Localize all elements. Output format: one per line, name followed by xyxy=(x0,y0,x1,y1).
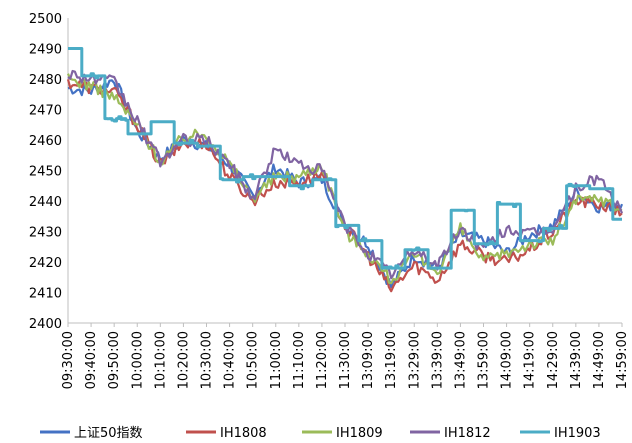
x-tick-label: 09:40:00 xyxy=(84,331,99,389)
x-tick-label: 13:39:00 xyxy=(430,331,445,389)
x-tick-label: 13:29:00 xyxy=(407,331,422,389)
x-tick-label: 14:29:00 xyxy=(546,331,561,389)
y-tick-label: 2460 xyxy=(29,134,62,149)
x-axis: 09:30:00 09:40:00 09:50:00 10:00:00 10:10:00… xyxy=(61,322,630,389)
x-tick-label: 13:09:00 xyxy=(361,331,376,389)
x-tick-label: 10:20:00 xyxy=(176,331,191,389)
y-tick-label: 2430 xyxy=(29,226,62,241)
series-line-4 xyxy=(67,69,624,280)
legend-label: 上证50指数 xyxy=(74,426,143,441)
x-tick-label: 10:30:00 xyxy=(200,331,215,389)
x-tick-label: 14:19:00 xyxy=(523,331,538,389)
series-line-1 xyxy=(67,79,624,289)
x-tick-label: 11:10:00 xyxy=(292,331,307,389)
series-line-3 xyxy=(66,73,623,285)
plot-area xyxy=(66,47,624,293)
y-tick-label: 2450 xyxy=(29,165,62,180)
y-tick-label: 2410 xyxy=(29,287,62,302)
x-tick-label: 14:39:00 xyxy=(569,331,584,389)
legend-label: IH1808 xyxy=(220,426,267,441)
x-tick-label: 09:30:00 xyxy=(61,331,76,389)
x-tick-label: 09:50:00 xyxy=(107,331,122,389)
x-tick-label: 13:59:00 xyxy=(477,331,492,389)
y-tick-label: 2490 xyxy=(29,43,62,58)
y-tick-label: 2480 xyxy=(29,73,62,88)
y-tick-label: 2420 xyxy=(29,256,62,271)
y-axis: 2400 2410 2420 2430 2440 2450 2460 2470 2480 2490… xyxy=(29,12,69,332)
y-tick-label: 2500 xyxy=(29,12,62,27)
legend-label: IH1809 xyxy=(336,426,383,441)
x-tick-label: 14:09:00 xyxy=(500,331,515,389)
y-tick-label: 2400 xyxy=(29,317,62,332)
x-tick-label: 14:49:00 xyxy=(592,331,607,389)
series-line-5 xyxy=(68,47,622,270)
legend-label: IH1903 xyxy=(554,426,601,441)
x-tick-label: 10:50:00 xyxy=(246,331,261,389)
x-tick-label: 14:59:00 xyxy=(615,331,630,389)
x-tick-label: 11:00:00 xyxy=(269,331,284,389)
x-tick-label: 11:30:00 xyxy=(338,331,353,389)
x-tick-label: 11:20:00 xyxy=(315,331,330,389)
x-tick-label: 10:40:00 xyxy=(223,331,238,389)
x-tick-label: 13:49:00 xyxy=(453,331,468,389)
y-tick-label: 2470 xyxy=(29,104,62,119)
legend-label: IH1812 xyxy=(444,426,491,441)
x-tick-label: 13:19:00 xyxy=(384,331,399,389)
series-line-2 xyxy=(66,79,623,293)
x-tick-label: 10:00:00 xyxy=(130,331,145,389)
x-tick-label: 10:10:00 xyxy=(153,331,168,389)
legend: 上证50指数 IH1808 IH1809 IH1812 IH1903 xyxy=(40,426,601,441)
y-tick-label: 2440 xyxy=(29,195,62,210)
